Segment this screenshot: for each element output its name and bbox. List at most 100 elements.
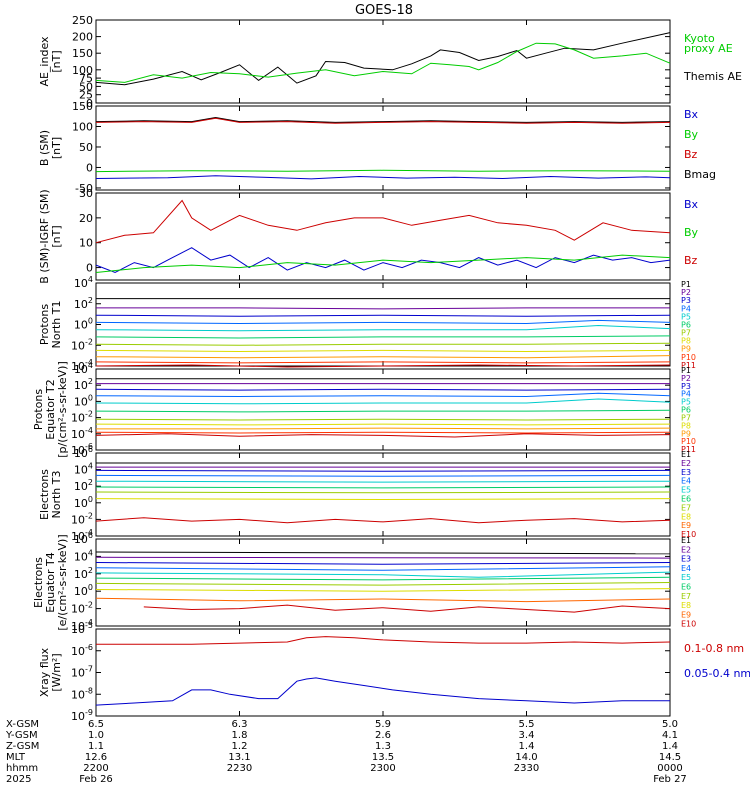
series-line-5 [95,324,671,332]
panel-frame [95,19,671,104]
y-axis-label: North T1 [50,301,63,349]
y-tick-exponent: -4 [85,528,93,537]
legend-item: E5 [681,573,691,582]
y-tick-label: 10-9 [71,708,93,723]
legend-item: P2 [681,374,691,383]
x-axis-table: X-GSMY-GSMZ-GSMMLThhmm20256.51.01.112.62… [5,719,687,785]
y-tick-label: 102 [74,377,93,392]
legend-item: E8 [681,601,691,610]
y-tick-base: 10 [74,480,88,493]
legend-item: P11 [681,361,696,370]
legend-item: P3 [681,382,691,391]
y-axis-label: [nT] [50,50,63,72]
legend-item: P9 [681,345,691,354]
y-axis-label: North T3 [50,471,63,519]
series-line-2 [95,247,671,274]
y-tick-exponent: 6 [88,445,93,454]
y-tick-label: 100 [72,120,93,133]
y-tick-exponent: 6 [88,531,93,540]
y-tick-label: 104 [74,548,93,563]
x-tick-label: 1.8 [232,730,248,741]
panel-frame [95,452,671,537]
series-line-1 [95,199,671,244]
legend-item: P2 [681,288,691,297]
series-line-5 [95,398,671,405]
y-tick-base: 10 [71,339,85,352]
series-line-1 [95,32,671,86]
y-tick-base: 10 [74,319,88,332]
series-line-9 [95,355,671,359]
legend-item: E9 [681,521,691,530]
y-tick-base: 10 [74,568,88,581]
y-tick-label: 150 [72,100,93,113]
legend-item: E4 [681,564,691,573]
legend-item: Bx [684,108,699,121]
y-tick-base: 10 [71,412,85,425]
y-tick-exponent: 0 [88,393,93,402]
x-tick-label: 13.5 [372,752,394,763]
y-tick-base: 10 [74,550,88,563]
legend-item: P5 [681,312,691,321]
legend-item: P7 [681,413,691,422]
legend-item: E1 [681,536,691,545]
y-tick-exponent: -6 [85,442,93,451]
legend-item: P5 [681,398,691,407]
legend-item: P10 [681,437,696,446]
legend-item: P8 [681,337,691,346]
y-tick-label: 106 [74,445,93,460]
legend-item: Bx [684,198,699,211]
y-tick-base: 10 [71,603,85,616]
series-line-1 [96,636,671,645]
series-line-11 [95,364,671,368]
y-tick-base: 10 [74,533,88,546]
panel-2: -50 0 50 100 150 B (SM) [nT] Bx By Bz Bmag [38,100,716,195]
panel-frame [95,192,671,281]
y-tick-base: 10 [71,444,85,457]
series-line-2 [95,42,671,83]
legend-item: P9 [681,429,691,438]
y-axis-label: [nT] [50,137,63,159]
series-line-4 [95,566,671,571]
y-axis-label: [p/(cm²-s-sr-keV)] [56,361,69,458]
series-line-1 [95,551,671,555]
x-tick-label: 2200 [83,763,108,774]
x-tick-label: 1.0 [88,730,104,741]
y-tick-base: 10 [74,395,88,408]
y-tick-base: 10 [71,428,85,441]
y-tick-label: 100 [74,393,93,408]
y-axis-label: Xray flux [38,647,51,697]
x-row-label: 2025 [6,774,31,785]
y-tick-exponent: -4 [85,358,93,367]
y-tick-exponent: -7 [85,665,93,674]
series-line-5 [95,571,671,578]
legend-item: E3 [681,468,691,477]
legend-item: P3 [681,296,691,305]
y-tick-exponent: -4 [85,618,93,627]
series-line-6 [95,335,671,339]
y-tick-base: 10 [71,645,85,658]
x-tick-label: 5.5 [519,719,535,730]
x-tick-label: 5.0 [662,719,678,730]
y-tick-label: 0 [86,161,93,174]
y-tick-label: 250 [72,14,93,27]
y-tick-exponent: -6 [85,643,93,652]
series-line-9 [95,517,671,524]
y-tick-label: 106 [74,531,93,546]
y-axis-label: B (SM) [38,130,51,166]
legend-item: Themis AE [683,70,742,83]
legend-item: E7 [681,592,691,601]
legend-item: E2 [681,545,691,554]
y-tick-label: 100 [72,64,93,77]
x-tick-label: 3.4 [519,730,535,741]
y-tick-exponent: 2 [88,296,93,305]
y-axis-label: Electrons [38,469,51,520]
x-tick-label: 12.6 [85,752,107,763]
legend: Bx By Bz [684,198,699,267]
y-tick-base: 10 [74,497,88,510]
x-tick-label: 1.2 [232,741,248,752]
